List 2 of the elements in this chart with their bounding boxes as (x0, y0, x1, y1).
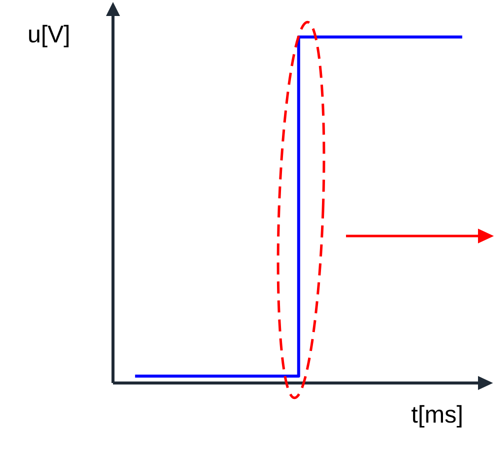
x-axis-title: t[ms] (412, 405, 462, 428)
y-axis-title: u[V] (29, 24, 69, 48)
